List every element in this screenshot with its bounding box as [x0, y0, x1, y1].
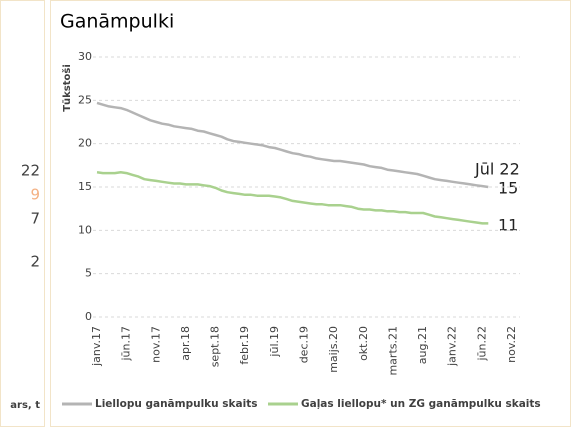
side-panel — [0, 0, 45, 427]
side-label: 9 — [30, 186, 40, 204]
x-tick-label: marts.21 — [386, 326, 399, 376]
series-line — [96, 101, 489, 189]
x-tick-label: janv.22 — [446, 326, 459, 367]
y-tick-label: 25 — [78, 93, 92, 106]
annotation: 15 — [498, 179, 518, 198]
x-tick-label: nov.22 — [505, 326, 518, 363]
x-tick-label: janv.17 — [90, 326, 103, 367]
x-tick-label: nov.17 — [149, 326, 162, 363]
x-tick-label: febr.19 — [238, 326, 251, 365]
x-tick-label: jūn.17 — [120, 326, 133, 362]
legend-label: Liellopu ganāmpulku skaits — [95, 398, 257, 410]
annotation: Jūl 22 — [474, 160, 520, 179]
y-tick-label: 30 — [78, 50, 92, 63]
y-tick-label: 10 — [78, 223, 92, 236]
y-tick-label: 15 — [78, 180, 92, 193]
x-tick-label: jūl.19 — [268, 326, 281, 358]
x-tick-label: sept.18 — [209, 326, 222, 367]
x-tick-label: jūn.22 — [475, 326, 488, 362]
y-tick-label: 0 — [85, 310, 92, 323]
x-tick-label: dec.19 — [298, 326, 311, 363]
y-axis-label: Tūkstoši — [61, 64, 73, 112]
legend-label: Gaļas liellopu* un ZG ganāmpulku skaits — [301, 398, 541, 410]
annotation: 11 — [498, 216, 518, 235]
side-label: 22 — [21, 162, 40, 180]
x-tick-label: apr.18 — [179, 326, 192, 361]
y-tick-label: 5 — [85, 267, 92, 280]
x-tick-label: aug.21 — [416, 326, 429, 364]
series-line — [96, 171, 489, 225]
x-tick-label: maijs.20 — [327, 326, 340, 373]
chart-title: Ganāmpulki — [60, 11, 174, 33]
x-tick-label: okt.20 — [357, 326, 370, 361]
side-label: 7 — [30, 210, 40, 228]
chart-panel — [50, 0, 571, 427]
side-label: ars, t — [10, 400, 40, 411]
side-label: 2 — [30, 253, 40, 271]
y-tick-label: 20 — [78, 137, 92, 150]
